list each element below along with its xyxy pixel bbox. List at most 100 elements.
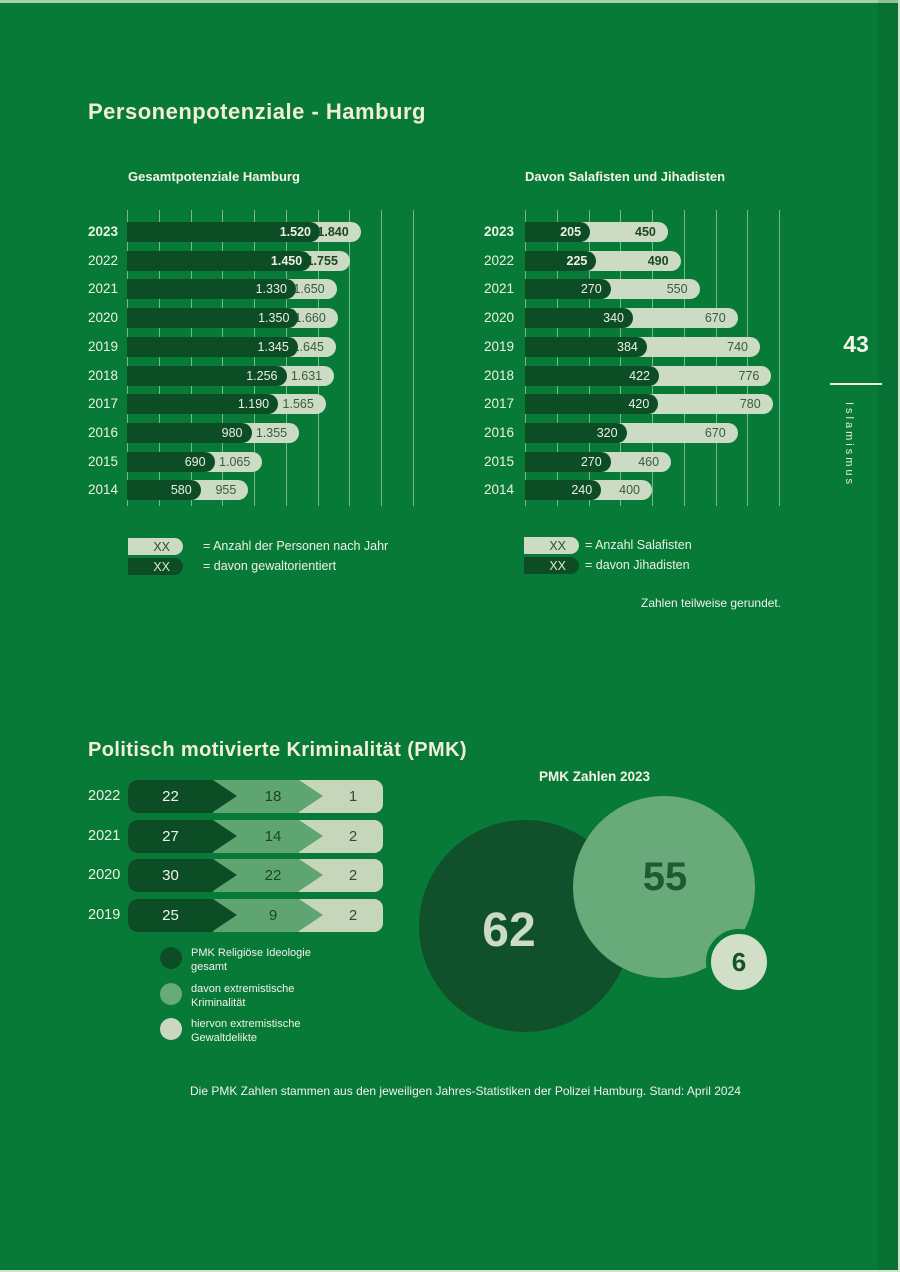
chart-left-title: Gesamtpotenziale Hamburg [128, 169, 300, 184]
bar-subset: 1.345 [127, 336, 298, 357]
chart-gesamtpotenziale: 1.840 1.520 1.755 1.450 1.650 1.330 1.660 1.350… [88, 210, 448, 506]
bar-total-value: 780 [739, 397, 761, 412]
year-label: 2014 [484, 482, 515, 498]
pmk-row-2021: 2021 27 14 2 [88, 819, 428, 853]
pmk-section-title: Politisch motivierte Kriminalität (PMK) [88, 738, 467, 761]
bar-total-value: 1.645 [292, 339, 324, 354]
bar-subset: 270 [525, 451, 611, 472]
pmk-segment-gesamt [128, 780, 213, 813]
light-circle-icon [160, 1018, 182, 1040]
bar-subset-value: 1.345 [257, 339, 289, 354]
bar-subset: 1.520 [127, 222, 320, 242]
bar-subset: 580 [127, 480, 201, 501]
bar-total-value: 450 [635, 225, 656, 239]
bar-subset-value: 225 [566, 253, 588, 268]
chart-left-plot: 1.840 1.520 1.755 1.450 1.650 1.330 1.660 1.350… [127, 210, 427, 506]
bar-total-value: 1.840 [317, 225, 349, 239]
pmk-segment-gesamt [128, 898, 213, 932]
pmk-segment-tip [213, 780, 237, 812]
pmk-row-2022: 2022 22 18 1 [88, 780, 428, 813]
chart-right-plot: 450 205 490 225 550 270 670 340 740 384 776 422 780 4… [525, 210, 795, 506]
pmk-value-gesamt: 25 [162, 906, 179, 924]
bar-total-value: 1.631 [290, 368, 323, 383]
pmk-segment-tip [299, 780, 323, 812]
pmk-value-kriminalitaet: 9 [268, 906, 278, 924]
bar-subset-value: 270 [580, 282, 602, 297]
legend-label: = davon gewaltorientiert [203, 559, 337, 573]
pmk-year-label: 2020 [88, 867, 121, 883]
page-title: Personenpotenziale - Hamburg [88, 98, 426, 124]
bar-subset-value: 340 [603, 311, 624, 326]
year-label: 2021 [484, 281, 515, 297]
circle-value-gesamt: 62 [482, 904, 536, 957]
pmk-value-kriminalitaet: 22 [264, 867, 282, 884]
legend-swatch-dark-pill: XX [524, 557, 579, 574]
chart-right-title: Davon Salafisten und Jihadisten [525, 169, 726, 184]
page-top-edge [0, 0, 900, 3]
bar-subset: 1.256 [127, 365, 287, 386]
pmk-value-gesamt: 22 [162, 788, 179, 805]
gridline [683, 210, 685, 506]
sidebar-divider [830, 383, 882, 385]
bar-total-value: 740 [727, 339, 748, 354]
pmk-year-label: 2019 [88, 906, 121, 923]
bar-total-value: 955 [215, 483, 237, 498]
year-label: 2017 [484, 396, 515, 412]
page-right-edge [898, 0, 900, 1272]
bar-total-value: 776 [738, 368, 760, 383]
gridline [158, 210, 160, 506]
gridline [127, 210, 128, 506]
year-label: 2021 [88, 281, 119, 297]
pmk-value-gewaltdelikte: 2 [348, 906, 358, 924]
year-label: 2022 [88, 252, 119, 268]
bar-subset: 225 [525, 250, 597, 271]
year-label: 2020 [88, 310, 119, 326]
pmk-year-label: 2021 [88, 827, 121, 844]
bar-total-value: 1.755 [306, 253, 338, 268]
year-label: 2014 [88, 482, 119, 498]
bar-subset: 340 [525, 308, 633, 329]
year-label: 2020 [484, 310, 515, 326]
pmk-value-gesamt: 30 [162, 867, 179, 884]
bar-subset: 1.190 [127, 394, 279, 415]
bar-subset: 1.350 [127, 308, 299, 329]
year-label: 2015 [88, 453, 119, 469]
section-tab-islamismus: Islamismus [843, 402, 855, 488]
bar-subset: 1.450 [127, 250, 312, 271]
pmk-legend-item-gesamt: PMK Religiöse Ideologie gesamt [160, 946, 346, 975]
bar-total-value: 670 [704, 311, 726, 326]
bar-subset: 270 [525, 279, 611, 300]
gridline [381, 210, 382, 506]
bar-total-value: 490 [647, 253, 669, 268]
pmk-bar-group: 27 14 2 [128, 819, 418, 853]
year-label: 2019 [88, 338, 119, 354]
pmk-legend-label: hiervon extremistische Gewaltdelikte [191, 1018, 301, 1045]
pmk-segment-tip [299, 898, 323, 931]
pmk-value-gewaltdelikte: 1 [348, 788, 358, 805]
bar-subset: 384 [525, 336, 647, 357]
legend-label: = Anzahl Salafisten [585, 538, 692, 552]
bar-subset: 422 [525, 365, 659, 386]
pmk-circles-title: PMK Zahlen 2023 [539, 769, 651, 784]
year-label: 2018 [484, 367, 515, 383]
bar-total-value: 460 [638, 454, 660, 469]
bar-subset: 1.330 [127, 279, 296, 300]
bar-total-value: 1.650 [293, 282, 325, 297]
gridline [222, 210, 224, 506]
legend-label: = Anzahl der Personen nach Jahr [203, 539, 389, 553]
bar-subset-value: 1.256 [246, 368, 278, 383]
pmk-segment-gesamt [128, 819, 213, 853]
gridline [556, 210, 558, 506]
gridline [349, 210, 351, 506]
page-bottom-edge [0, 1270, 900, 1272]
bar-total-value: 1.065 [219, 454, 251, 469]
pmk-value-gewaltdelikte: 2 [348, 827, 358, 845]
pmk-bar-rows: 2022 22 18 1 2021 27 14 2 2020 30 22 2 2019 25 9 2 [88, 780, 448, 950]
bar-subset: 240 [525, 480, 602, 501]
pmk-value-gesamt: 27 [162, 827, 179, 845]
gridline [317, 210, 319, 506]
bar-subset-value: 1.520 [279, 225, 311, 239]
page-number: 43 [843, 331, 869, 357]
year-label: 2018 [88, 367, 119, 383]
